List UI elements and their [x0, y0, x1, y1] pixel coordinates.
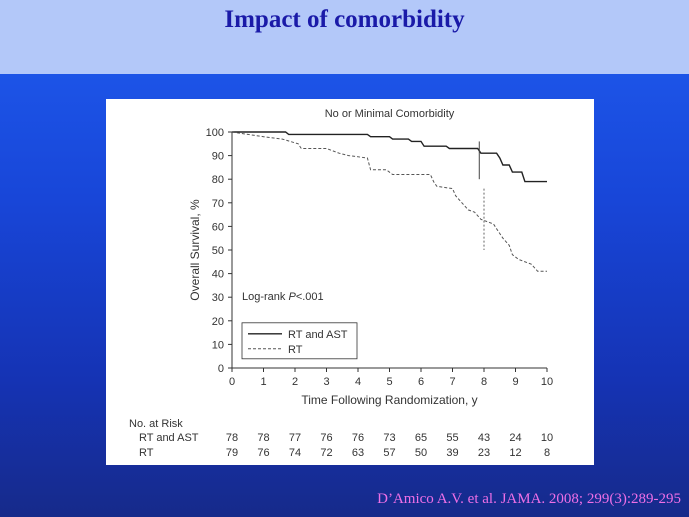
risk-count-cell: 79 — [226, 447, 238, 459]
x-tick-label: 8 — [481, 376, 487, 388]
risk-count-cell: 39 — [446, 447, 458, 459]
y-tick-label: 30 — [212, 292, 224, 304]
risk-count-cell: 55 — [446, 432, 458, 444]
y-tick-label: 80 — [212, 174, 224, 186]
risk-count-cell: 24 — [509, 432, 521, 444]
y-tick-label: 90 — [212, 151, 224, 163]
x-tick-label: 2 — [292, 376, 298, 388]
slide-header-band — [0, 0, 689, 74]
risk-count-cell: 76 — [257, 447, 269, 459]
risk-table-heading: No. at Risk — [129, 418, 183, 430]
risk-count-cell: 76 — [352, 432, 364, 444]
y-tick-label: 70 — [212, 198, 224, 210]
risk-count-cell: 10 — [541, 432, 553, 444]
chart-panel: No or Minimal Comorbidity 0 10 20 30 40 50 60 70… — [106, 99, 594, 465]
x-tick-label: 5 — [386, 376, 392, 388]
annotation-part-annotation_prefix: Log-rank — [242, 291, 288, 303]
risk-count-cell: 12 — [509, 447, 521, 459]
y-tick-label: 100 — [206, 127, 224, 139]
log-rank-annotation: Log-rank P<.001 — [242, 291, 324, 303]
risk-row-label: RT — [139, 447, 154, 459]
y-tick-label: 40 — [212, 269, 224, 281]
risk-count-cell: 65 — [415, 432, 427, 444]
x-tick-label: 4 — [355, 376, 361, 388]
chart-title: No or Minimal Comorbidity — [325, 108, 455, 120]
legend-box — [241, 322, 358, 360]
x-tick-label: 6 — [418, 376, 424, 388]
risk-count-cell: 78 — [257, 432, 269, 444]
x-axis-label: Time Following Randomization, y — [301, 393, 477, 407]
series-line-0 — [232, 131, 547, 183]
citation: D’Amico A.V. et al. JAMA. 2008; 299(3):2… — [377, 491, 681, 507]
slide-title: Impact of comorbidity — [224, 6, 465, 33]
x-tick-label: 10 — [541, 376, 553, 388]
x-tick-label: 9 — [512, 376, 518, 388]
y-tick-label: 50 — [212, 245, 224, 257]
risk-count-cell: 73 — [383, 432, 395, 444]
risk-count-cell: 74 — [289, 447, 301, 459]
legend-label-1: RT — [288, 344, 303, 356]
x-tick-label: 1 — [260, 376, 266, 388]
risk-count-cell: 43 — [478, 432, 490, 444]
risk-count-cell: 63 — [352, 447, 364, 459]
risk-count-cell: 50 — [415, 447, 427, 459]
y-tick-label: 0 — [218, 363, 224, 375]
risk-count-cell: 78 — [226, 432, 238, 444]
risk-row-label: RT and AST — [139, 432, 199, 444]
annotation-part-annotation_value: <.001 — [296, 291, 324, 303]
annotation-part-annotation_p: P — [288, 291, 296, 303]
series-line-1 — [231, 131, 547, 272]
x-tick-label: 3 — [323, 376, 329, 388]
risk-count-cell: 57 — [383, 447, 395, 459]
legend-label-0: RT and AST — [288, 329, 348, 341]
y-axis-label: Overall Survival, % — [188, 199, 202, 301]
risk-count-cell: 8 — [544, 447, 550, 459]
y-tick-label: 60 — [212, 221, 224, 233]
x-tick-label: 7 — [449, 376, 455, 388]
risk-count-cell: 76 — [320, 432, 332, 444]
y-tick-label: 20 — [212, 316, 224, 328]
risk-count-cell: 23 — [478, 447, 490, 459]
x-tick-label: 0 — [229, 376, 235, 388]
risk-count-cell: 77 — [289, 432, 301, 444]
survival-chart: No or Minimal Comorbidity010203040506070… — [129, 108, 553, 459]
y-tick-label: 10 — [212, 339, 224, 351]
risk-count-cell: 72 — [320, 447, 332, 459]
